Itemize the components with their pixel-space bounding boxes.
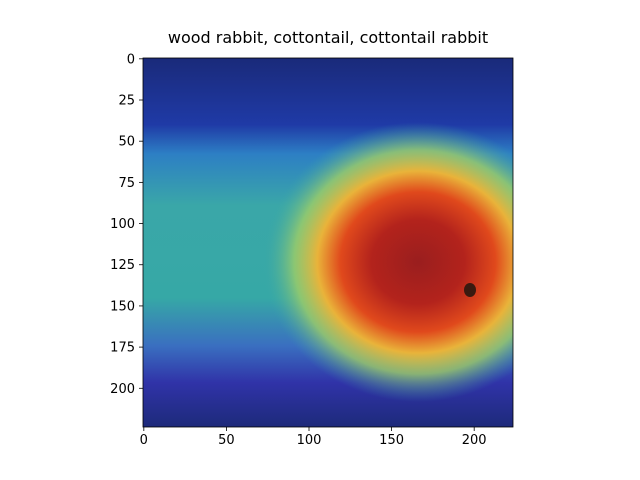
- x-tick-label: 50: [218, 433, 235, 448]
- y-tick-label: 125: [110, 258, 135, 273]
- y-tick-label: 25: [118, 94, 135, 109]
- y-tick-label: 75: [118, 176, 135, 191]
- x-tick-label: 0: [140, 433, 148, 448]
- heat-region: [263, 122, 513, 402]
- y-tick-label: 200: [110, 382, 135, 397]
- y-tick-label: 175: [110, 341, 135, 356]
- axes-frame: [142, 57, 514, 428]
- y-tick-label: 0: [127, 52, 135, 67]
- heatmap-image: [143, 58, 513, 427]
- x-tick-label: 150: [379, 433, 404, 448]
- x-tick-label: 200: [462, 433, 487, 448]
- y-tick-label: 100: [110, 217, 135, 232]
- x-tick-label: 100: [297, 433, 322, 448]
- chart-title: wood rabbit, cottontail, cottontail rabb…: [168, 28, 488, 47]
- y-tick-label: 50: [118, 135, 135, 150]
- rabbit-eye: [464, 283, 476, 297]
- y-tick-label: 150: [110, 299, 135, 314]
